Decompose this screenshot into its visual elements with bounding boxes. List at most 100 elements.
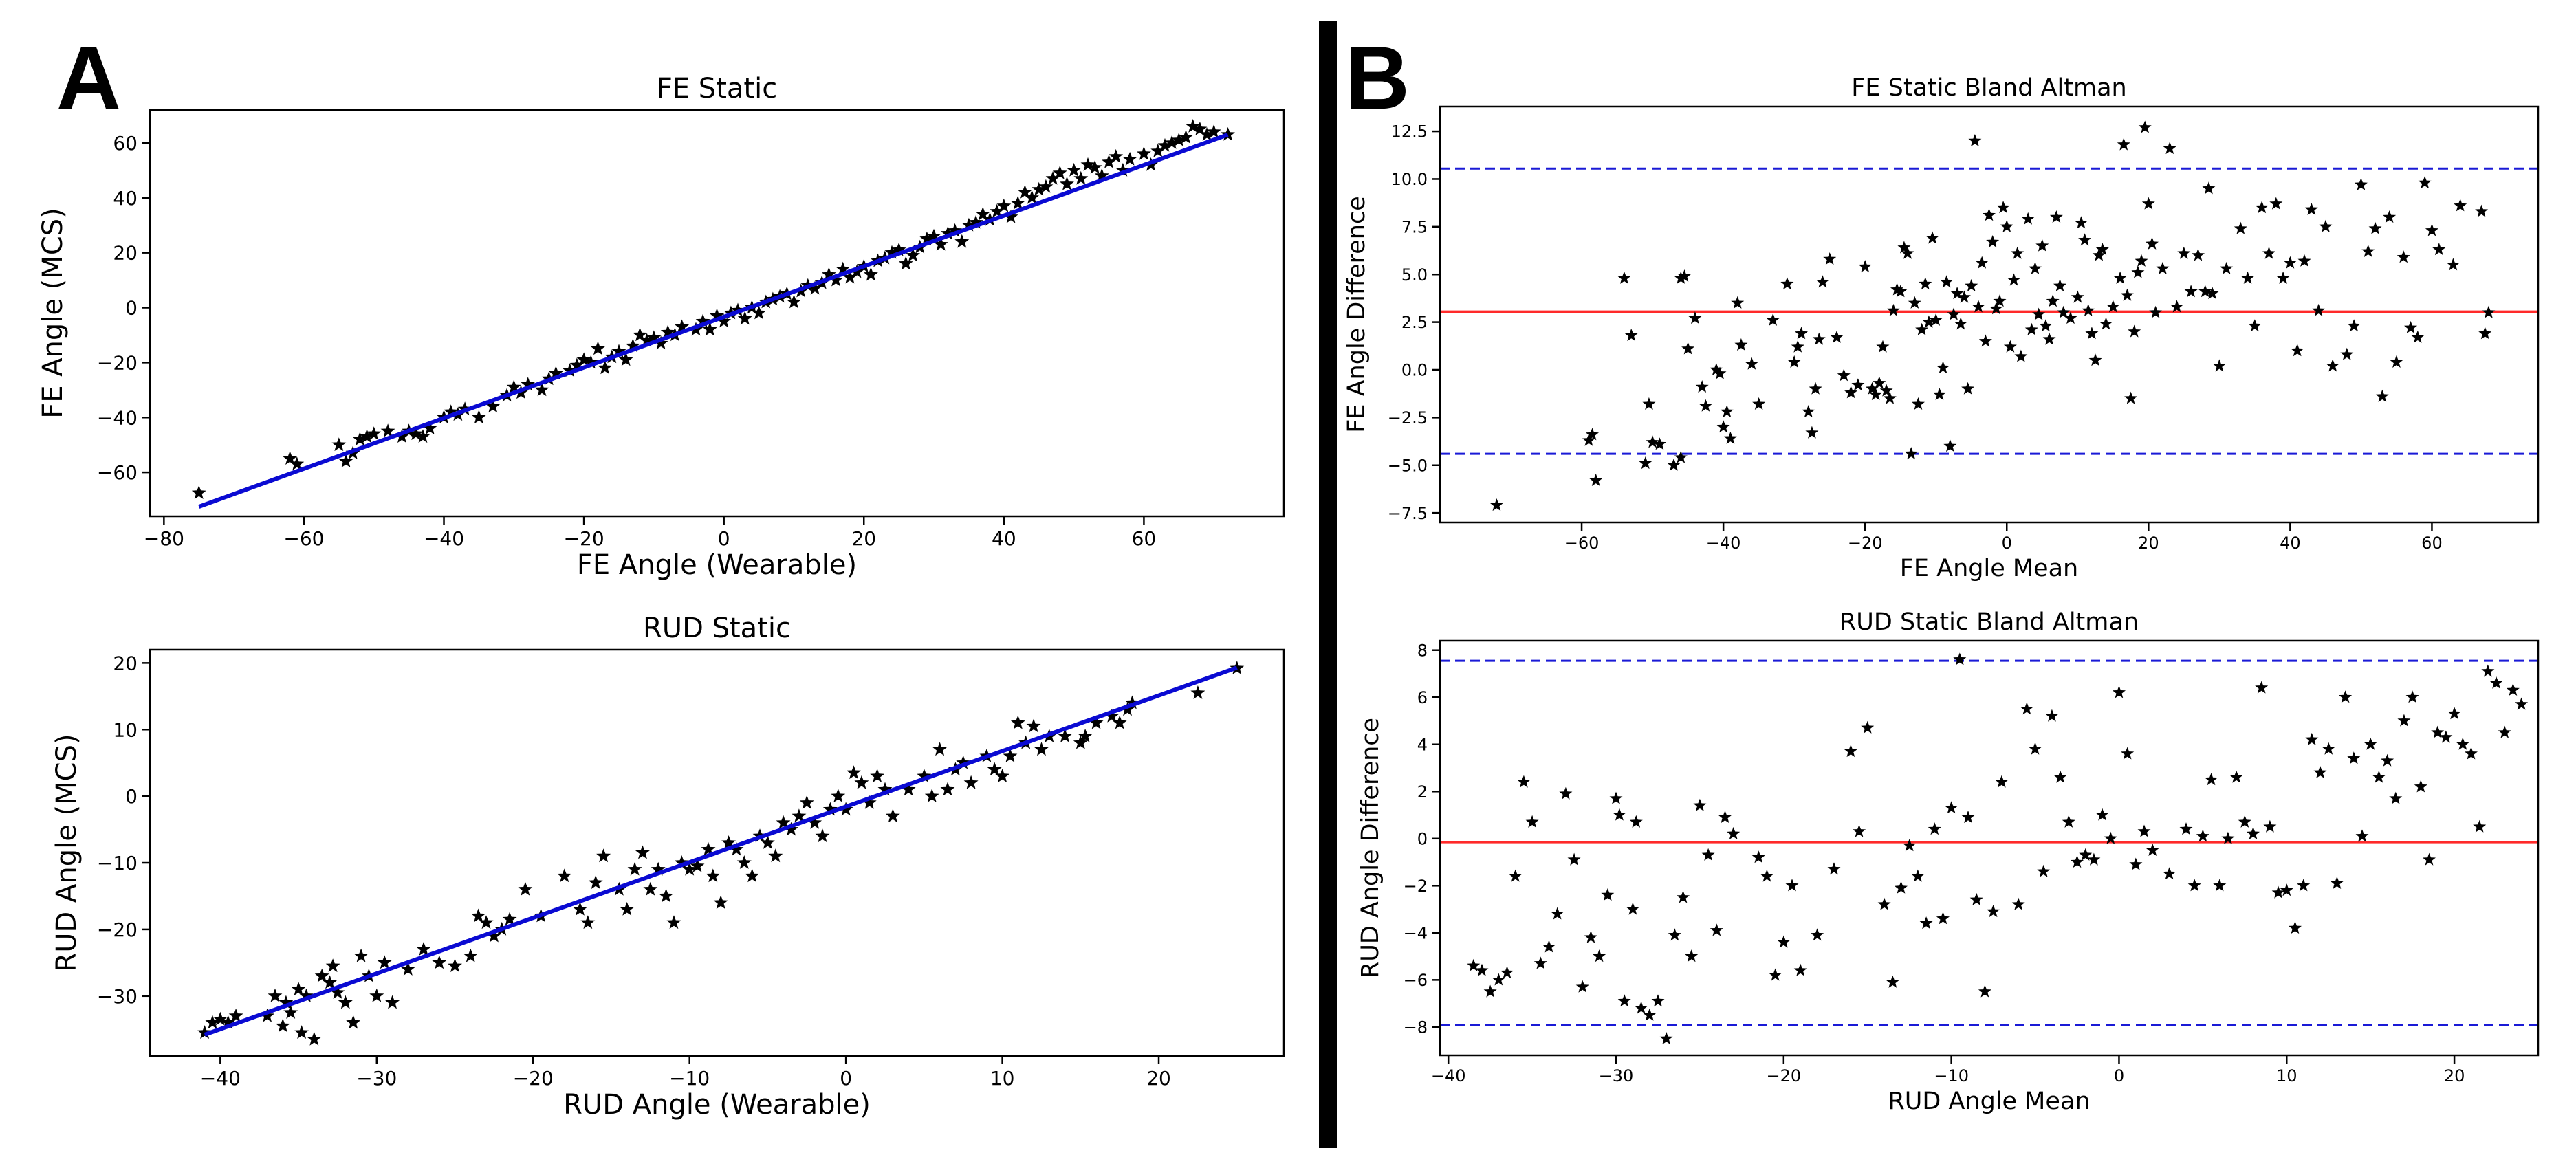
data-point (283, 1005, 298, 1019)
data-point (1805, 426, 1819, 439)
data-point (2465, 747, 2478, 760)
data-point (752, 305, 766, 320)
x-tick-label: −10 (669, 1067, 710, 1090)
data-point (1124, 695, 1139, 709)
data-point (975, 206, 990, 221)
y-axis-label: RUD Angle (MCS) (51, 734, 83, 971)
y-tick-label: 6 (1417, 688, 1428, 707)
data-point (2229, 770, 2243, 783)
data-point (659, 888, 673, 903)
data-point (2498, 725, 2511, 738)
data-point (2014, 349, 2028, 362)
data-point (1699, 399, 1712, 412)
data-point (2330, 876, 2344, 889)
data-point (1890, 283, 1904, 296)
chart-title: FE Static (657, 73, 777, 104)
data-point (2269, 197, 2283, 210)
y-tick-label: −5.0 (1388, 456, 1428, 475)
data-point (2121, 747, 2135, 760)
data-point (580, 915, 596, 929)
data-point (784, 822, 798, 836)
data-point (2198, 285, 2212, 298)
data-point (432, 955, 447, 969)
data-point (299, 988, 314, 1002)
data-point (2447, 707, 2461, 720)
data-point (2515, 697, 2529, 710)
data-point (799, 795, 814, 809)
data-point (2021, 212, 2035, 225)
data-point (563, 363, 578, 377)
data-point (2276, 271, 2290, 284)
data-point (1609, 791, 1623, 804)
data-point (2478, 327, 2492, 340)
data-point (821, 267, 836, 281)
data-point (1626, 902, 1639, 915)
data-point (1475, 963, 1489, 976)
data-point (2191, 248, 2205, 261)
data-point (1586, 428, 1599, 441)
data-point (569, 357, 585, 372)
data-point (2418, 176, 2432, 189)
data-point (956, 755, 971, 769)
data-point (380, 423, 395, 438)
data-point (1032, 181, 1047, 196)
data-point (548, 366, 563, 380)
data-point (1791, 340, 1804, 353)
data-point (275, 1018, 290, 1033)
data-point (360, 429, 374, 443)
data-point (706, 868, 721, 883)
data-point (268, 988, 283, 1002)
data-point (1972, 300, 1985, 313)
data-point (1940, 275, 1954, 288)
data-point (2221, 831, 2235, 844)
data-point (702, 322, 717, 336)
data-point (1688, 311, 1702, 324)
data-point (1853, 824, 1866, 837)
data-point (1003, 749, 1018, 762)
data-point (729, 841, 744, 856)
data-point (2020, 702, 2033, 715)
data-point (737, 311, 752, 325)
data-point (2187, 879, 2201, 892)
data-point (416, 942, 431, 956)
data-point (2389, 791, 2403, 804)
data-point (1928, 822, 1941, 835)
data-point (314, 968, 329, 982)
data-point (2095, 243, 2109, 256)
data-point (1678, 269, 1691, 283)
data-point (2489, 676, 2503, 689)
data-point (2506, 683, 2520, 696)
y-tick-label: −40 (97, 406, 138, 429)
data-point (620, 901, 635, 916)
data-point (898, 256, 913, 270)
x-tick-label: 60 (2421, 533, 2443, 553)
data-point (1052, 165, 1067, 179)
data-point (2124, 391, 2138, 404)
data-point (2085, 327, 2099, 340)
data-point (996, 198, 1012, 212)
data-point (2255, 201, 2269, 214)
data-point (1710, 363, 1723, 376)
data-point (1509, 869, 1522, 882)
chart-title: RUD Static (643, 613, 791, 644)
data-point (591, 341, 605, 355)
y-tick-label: 0 (1417, 829, 1428, 848)
data-point (2289, 921, 2302, 934)
data-point (1087, 159, 1102, 174)
data-point (2029, 261, 2042, 274)
data-point (2361, 244, 2375, 257)
panel-divider (1319, 21, 1337, 1148)
x-tick-label: −60 (1564, 533, 1600, 553)
data-point (2131, 265, 2145, 278)
data-point (640, 333, 655, 347)
data-point (1968, 134, 1982, 146)
data-point (2003, 340, 2017, 353)
data-point (2129, 857, 2143, 870)
data-point (822, 802, 838, 816)
data-point (2414, 780, 2427, 793)
data-point (1038, 179, 1054, 193)
data-point (870, 769, 885, 782)
y-tick-label: −8 (1404, 1018, 1428, 1037)
data-point (768, 848, 783, 863)
